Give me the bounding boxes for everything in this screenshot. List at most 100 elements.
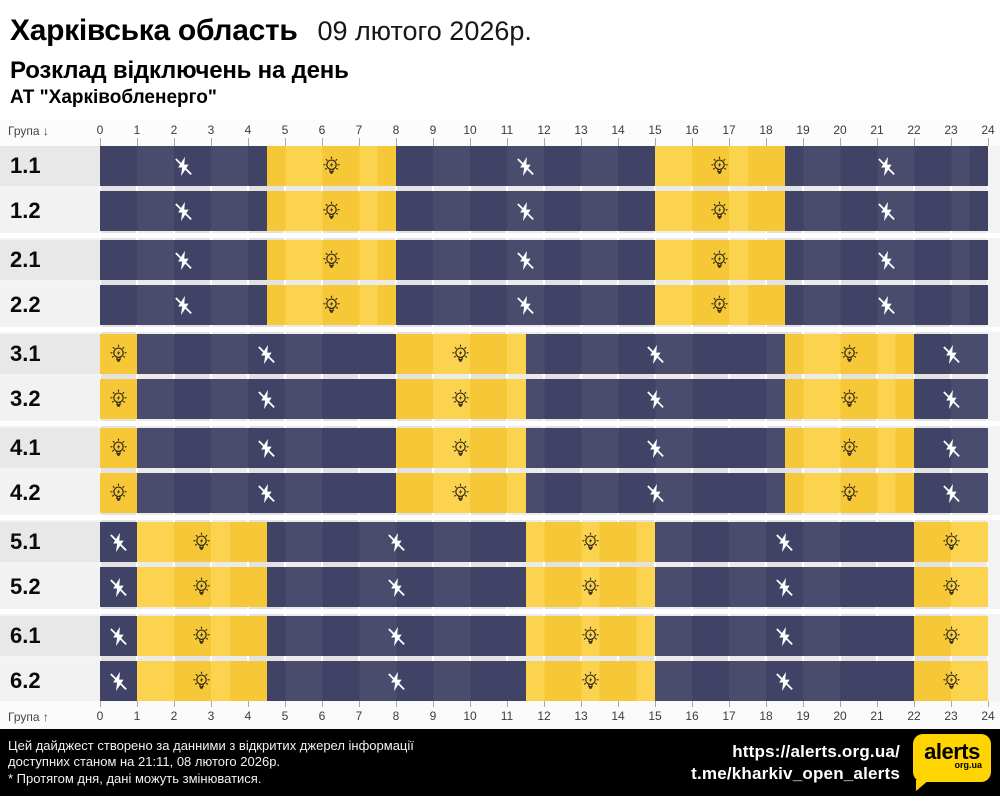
power-on-lightbulb-icon: [582, 577, 599, 595]
power-on-lightbulb-icon: [942, 577, 960, 595]
power-off-segment: [100, 661, 137, 701]
power-off-segment: [914, 334, 988, 374]
hour-label: 8: [392, 709, 400, 723]
group-label: 5.2: [0, 567, 100, 607]
power-on-segment: [525, 616, 655, 656]
row-gap: [0, 513, 1000, 522]
alerts-logo-bubble: alerts org.ua: [913, 733, 991, 791]
power-off-segment: [100, 616, 137, 656]
power-on-segment: [525, 567, 655, 607]
hour-label: 2: [170, 123, 178, 137]
power-off-crossed-lightning-icon: [387, 671, 405, 691]
power-off-segment: [100, 567, 137, 607]
hour-label: 17: [722, 709, 736, 723]
power-off-crossed-lightning-icon: [646, 389, 664, 409]
power-off-segment: [396, 191, 655, 231]
hour-label: 18: [759, 123, 773, 137]
power-off-crossed-lightning-icon: [174, 156, 192, 176]
footer-links: https://alerts.org.ua/ t.me/kharkiv_open…: [691, 741, 900, 785]
hour-label: 8: [392, 123, 400, 137]
row-gap: [0, 231, 1000, 240]
power-off-segment: [137, 428, 396, 468]
power-on-lightbulb-icon: [582, 532, 599, 550]
power-on-lightbulb-icon: [452, 438, 469, 456]
hour-label: 19: [796, 123, 810, 137]
hour-label: 12: [537, 709, 551, 723]
power-off-crossed-lightning-icon: [942, 483, 960, 503]
power-on-segment: [266, 285, 396, 325]
hour-label: 15: [648, 123, 662, 137]
schedule-grid: 1.1: [0, 146, 1000, 701]
power-on-segment: [914, 661, 988, 701]
hour-label: 13: [574, 709, 588, 723]
power-on-lightbulb-icon: [582, 671, 599, 689]
power-on-lightbulb-icon: [193, 626, 210, 644]
power-off-segment: [784, 240, 988, 280]
power-on-segment: [100, 473, 137, 513]
schedule-track: [100, 191, 988, 231]
power-off-segment: [914, 473, 988, 513]
schedule-track: [100, 240, 988, 280]
power-on-lightbulb-icon: [711, 250, 728, 268]
hour-label: 9: [429, 123, 437, 137]
hour-label: 20: [833, 709, 847, 723]
power-on-segment: [396, 379, 526, 419]
power-on-segment: [784, 334, 914, 374]
schedule-row: 6.1: [0, 616, 1000, 656]
power-on-lightbulb-icon: [711, 295, 728, 313]
power-on-segment: [396, 473, 526, 513]
schedule-row: 3.1: [0, 334, 1000, 374]
schedule-row: 4.2: [0, 473, 1000, 513]
power-on-lightbulb-icon: [711, 156, 728, 174]
hour-label: 24: [981, 123, 995, 137]
power-off-segment: [914, 379, 988, 419]
power-off-segment: [396, 240, 655, 280]
footer-url-telegram[interactable]: t.me/kharkiv_open_alerts: [691, 763, 900, 783]
hour-label: 21: [870, 709, 884, 723]
schedule-track: [100, 473, 988, 513]
group-label: 6.2: [0, 661, 100, 701]
power-on-lightbulb-icon: [942, 532, 960, 550]
hour-ticks-bottom: [100, 701, 989, 707]
power-off-crossed-lightning-icon: [646, 438, 664, 458]
hour-label: 16: [685, 709, 699, 723]
hour-label: 22: [907, 123, 921, 137]
group-label: 1.2: [0, 191, 100, 231]
power-off-crossed-lightning-icon: [387, 626, 405, 646]
power-off-crossed-lightning-icon: [258, 438, 275, 458]
power-off-segment: [137, 379, 396, 419]
power-on-lightbulb-icon: [323, 156, 340, 174]
power-off-crossed-lightning-icon: [517, 250, 534, 270]
power-on-lightbulb-icon: [942, 671, 960, 689]
schedule-row: 5.2: [0, 567, 1000, 607]
power-off-segment: [100, 522, 137, 562]
power-off-crossed-lightning-icon: [942, 438, 960, 458]
hour-label: 11: [500, 123, 514, 137]
power-on-segment: [266, 191, 396, 231]
power-on-segment: [655, 285, 785, 325]
power-on-segment: [100, 334, 137, 374]
schedule-row: 2.2: [0, 285, 1000, 325]
hour-label: 23: [944, 123, 958, 137]
schedule-track: [100, 428, 988, 468]
hour-label: 1: [133, 123, 141, 137]
power-off-segment: [266, 522, 526, 562]
power-off-crossed-lightning-icon: [877, 250, 895, 270]
power-on-lightbulb-icon: [841, 344, 858, 362]
group-label: 2.1: [0, 240, 100, 280]
group-column-header-top: Група ↓: [8, 124, 49, 138]
power-off-segment: [655, 522, 914, 562]
footer-url-website[interactable]: https://alerts.org.ua/: [732, 741, 900, 761]
power-on-segment: [137, 567, 267, 607]
power-off-crossed-lightning-icon: [110, 626, 127, 646]
schedule-track: [100, 379, 988, 419]
power-on-segment: [525, 661, 655, 701]
power-off-crossed-lightning-icon: [776, 577, 793, 597]
schedule-row: 2.1: [0, 240, 1000, 280]
hour-axis-bottom: Група ↑ 0 1 2 3 4 5 6 7 8 9 10 11 12 13 14 15 16 17 18 19 20…: [0, 701, 1000, 729]
schedule-track: [100, 285, 988, 325]
power-on-segment: [396, 334, 526, 374]
power-off-crossed-lightning-icon: [776, 671, 793, 691]
power-off-crossed-lightning-icon: [776, 626, 793, 646]
group-label: 2.2: [0, 285, 100, 325]
